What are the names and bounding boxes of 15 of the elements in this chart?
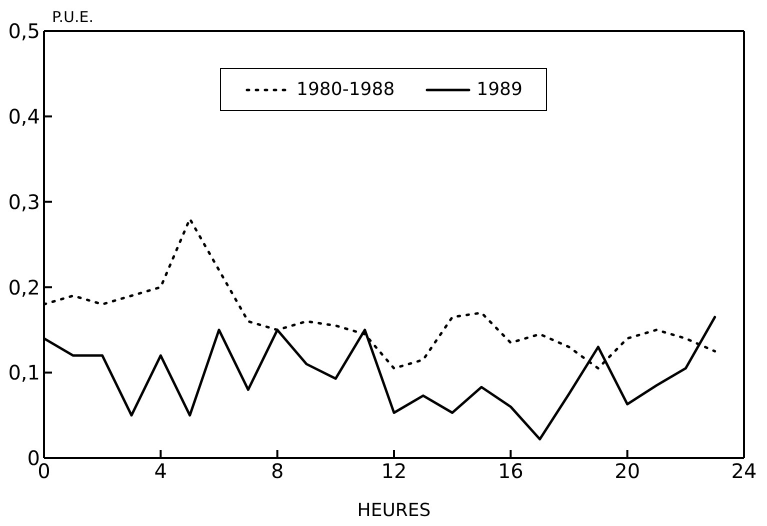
y-tick-label: 0,3 (8, 190, 40, 214)
y-tick-label: 0,2 (8, 275, 40, 300)
y-axis-title: P.U.E. (52, 8, 94, 26)
x-tick-label: 20 (614, 459, 640, 484)
x-tick-label: 4 (154, 459, 168, 484)
y-tick-label: 0,1 (8, 360, 40, 385)
x-tick-label: 24 (731, 459, 757, 484)
legend-label: 1989 (476, 79, 522, 100)
x-tick-label: 12 (381, 459, 407, 484)
y-tick-label: 0,5 (8, 19, 40, 44)
y-tick-label: 0,4 (8, 104, 40, 128)
x-axis-title: HEURES (357, 500, 431, 521)
x-tick-label: 8 (270, 459, 284, 484)
legend-label: 1980-1988 (296, 79, 395, 100)
x-tick-label: 16 (498, 459, 524, 484)
